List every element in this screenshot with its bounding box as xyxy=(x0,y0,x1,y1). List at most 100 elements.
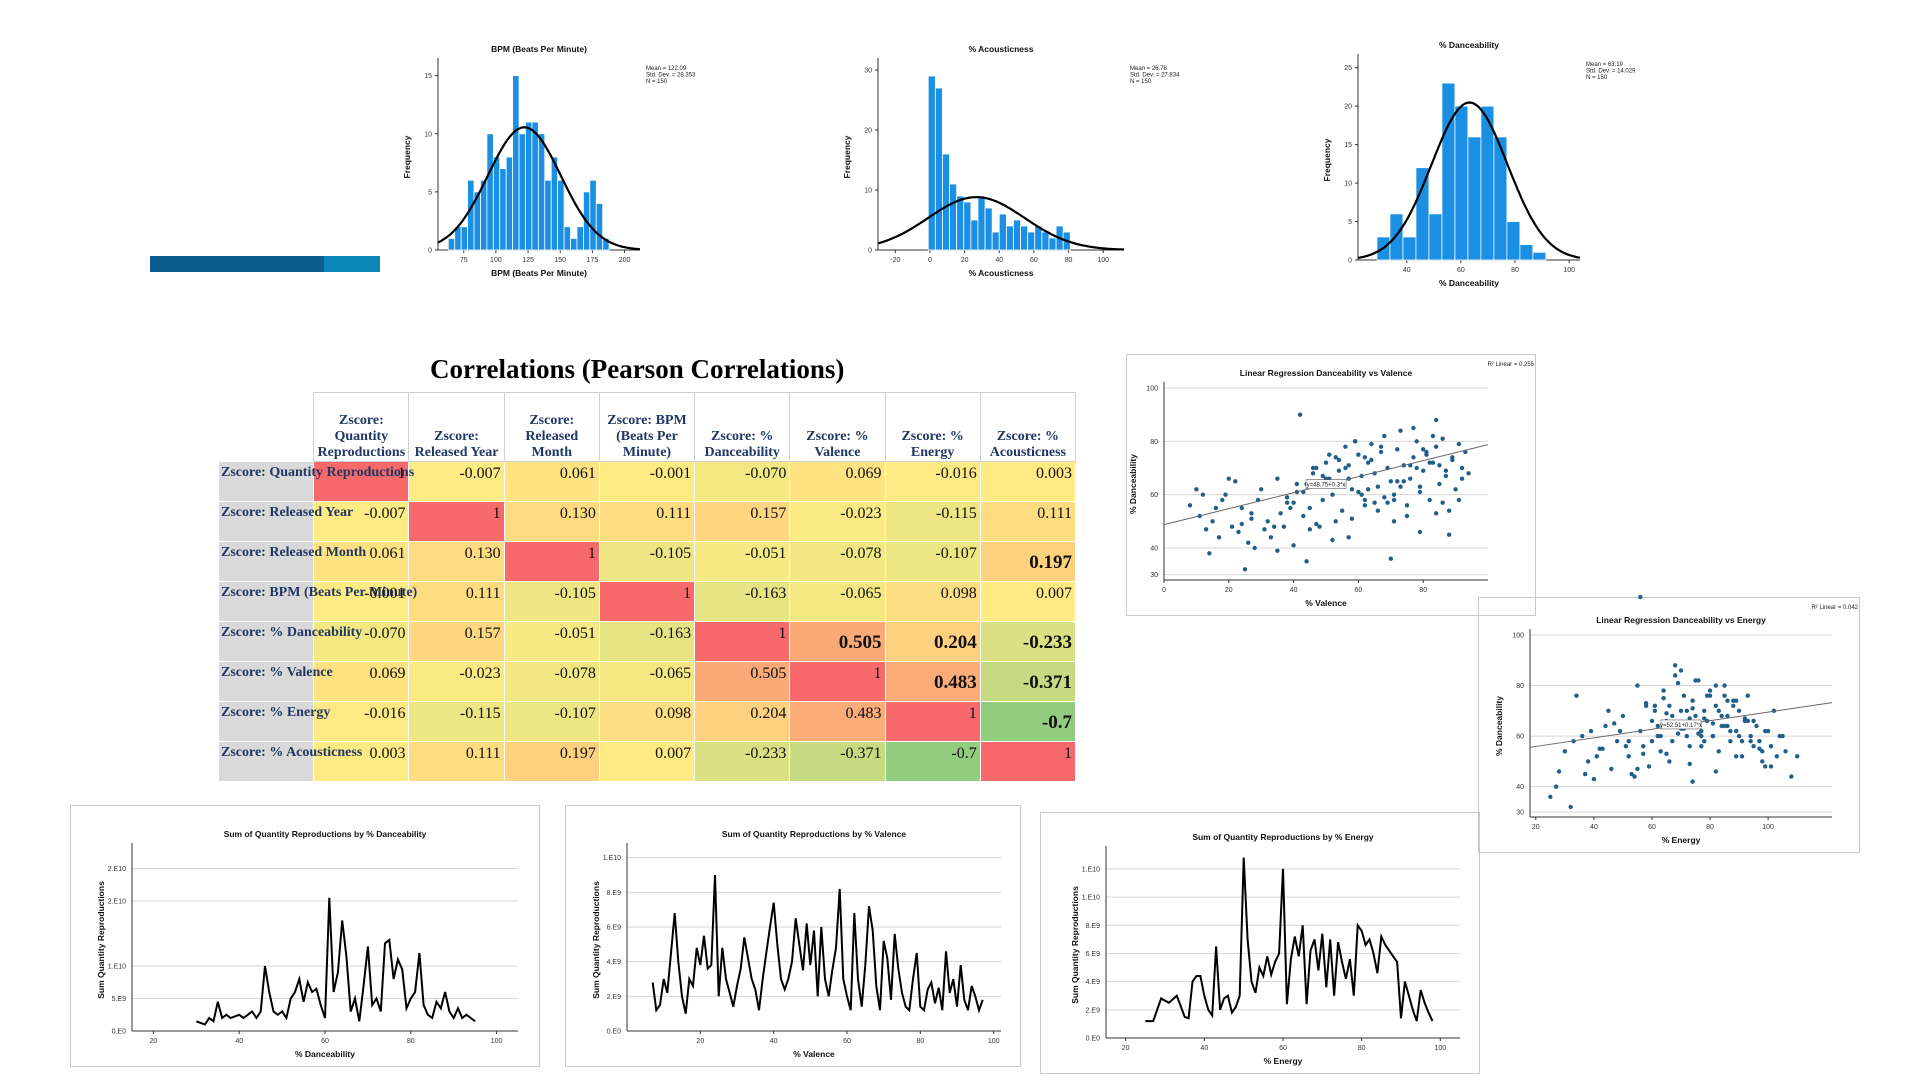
y-axis-label: Sum Quantity Reproductions xyxy=(1070,886,1080,1004)
scatter-point xyxy=(1281,524,1287,529)
scatter-point xyxy=(1417,489,1423,495)
histogram-bar xyxy=(447,237,456,251)
scatter-point xyxy=(1323,460,1329,465)
correlation-cell: 0.483 xyxy=(884,661,981,702)
histogram-bar xyxy=(942,153,950,251)
line-chart-by-valence: Sum of Quantity Reproductions by % Valen… xyxy=(565,805,1021,1067)
histogram-bar xyxy=(563,226,571,251)
series-line xyxy=(651,874,984,1014)
scatter-point xyxy=(1414,465,1419,471)
correlation-cell: 0.130 xyxy=(503,501,600,542)
scatter-point xyxy=(1314,465,1319,471)
x-tick-label: 20 xyxy=(1532,824,1540,831)
table-row: Zscore: % Danceability -0.070 0.157 -0.051-… xyxy=(217,621,1077,662)
scatter-point xyxy=(1336,457,1342,463)
scatter-point xyxy=(1433,417,1439,423)
scatter-point xyxy=(1294,481,1300,487)
scatter-point xyxy=(1603,723,1608,729)
histogram-bar xyxy=(991,231,1000,251)
chart-frame xyxy=(565,805,1021,1067)
stats-text: Mean = 26.78 xyxy=(1130,66,1168,72)
histogram-bar xyxy=(544,179,552,251)
scatter-point xyxy=(1702,708,1707,714)
line-chart-by-energy: Sum of Quantity Reproductions by % Energ… xyxy=(1040,812,1480,1074)
scatter-point xyxy=(1333,519,1338,524)
scatter-point xyxy=(1307,505,1312,511)
scatter-point xyxy=(1675,680,1681,686)
scatter-point xyxy=(1307,527,1312,532)
x-tick-label: 40 xyxy=(770,1038,778,1045)
y-tick-label: 5 xyxy=(1348,219,1352,226)
histogram-bar xyxy=(1428,213,1443,261)
scatter-point xyxy=(1783,749,1788,754)
scatter-point xyxy=(1768,764,1774,769)
x-tick-label: 20 xyxy=(1225,587,1233,594)
column-header: Zscore: Quantity Reproductions xyxy=(313,392,410,462)
scatter-point xyxy=(1275,548,1280,553)
x-tick-label: 0 xyxy=(928,257,932,264)
scatter-point xyxy=(1690,698,1695,703)
histogram-bar xyxy=(1048,237,1057,251)
x-axis-label: % Danceability xyxy=(1439,278,1499,288)
scatter-point xyxy=(1658,733,1663,739)
y-tick-label: 20 xyxy=(864,128,872,135)
correlation-cell: -0.233 xyxy=(694,741,791,782)
scatter-point xyxy=(1216,535,1222,540)
histogram-bar xyxy=(963,201,972,251)
scatter-point xyxy=(1346,463,1351,468)
scatter-point xyxy=(1226,476,1231,481)
correlation-cell: 0.130 xyxy=(408,541,505,582)
correlation-cell: -0.016 xyxy=(313,701,410,742)
correlation-cell: -0.233 xyxy=(979,621,1077,662)
scatter-point xyxy=(1763,728,1768,734)
stats-text: N = 150 xyxy=(1586,75,1608,81)
scatter-point xyxy=(1239,521,1244,527)
scatter-point xyxy=(1716,708,1721,714)
scatter-point xyxy=(1391,497,1397,503)
y-tick-label: 30 xyxy=(1516,809,1524,816)
x-tick-label: 100 xyxy=(1097,257,1109,264)
scatter-point xyxy=(1574,693,1579,698)
scatter-point xyxy=(1623,744,1629,749)
scatter-point xyxy=(1417,484,1423,489)
scatter-point xyxy=(1278,511,1283,516)
x-tick-label: 80 xyxy=(1511,267,1519,274)
correlation-cell: -0.065 xyxy=(598,661,696,702)
histogram-bar xyxy=(977,195,986,251)
chart-title: BPM (Beats Per Minute) xyxy=(491,44,587,54)
scatter-point xyxy=(1365,460,1371,465)
y-axis-label: Frequency xyxy=(402,135,412,178)
scatter-point xyxy=(1310,471,1316,476)
scatter-point xyxy=(1333,455,1338,460)
scatter-point xyxy=(1320,497,1325,503)
scatter-point xyxy=(1249,516,1254,521)
r-squared-label: R² Linear = 0.255 xyxy=(1487,362,1534,368)
histogram-bar xyxy=(1506,221,1521,261)
scatter-point xyxy=(1372,500,1377,505)
scatter-point xyxy=(1751,718,1756,724)
y-tick-label: 100 xyxy=(1512,633,1524,640)
histogram-bar xyxy=(531,121,539,251)
scatter-point xyxy=(1220,497,1225,503)
correlation-cell: 0.204 xyxy=(694,701,791,742)
correlation-cell: 1 xyxy=(979,741,1077,782)
chart-title: Linear Regression Danceability vs Energy xyxy=(1596,615,1766,625)
scatter-point xyxy=(1681,693,1687,698)
scatter-point xyxy=(1646,764,1652,769)
x-tick-label: 80 xyxy=(916,1038,924,1045)
table-row: Zscore: Released Month 0.061 0.130 1 -0.105-… xyxy=(217,541,1077,582)
scatter-point xyxy=(1401,479,1406,484)
scatter-point xyxy=(1356,452,1361,457)
accent-bar xyxy=(150,256,380,272)
scatter-point xyxy=(1678,708,1684,714)
x-tick-label: 20 xyxy=(961,257,969,264)
scatter-point xyxy=(1606,708,1611,714)
scatter-point xyxy=(1398,428,1403,433)
scatter-point xyxy=(1365,487,1371,492)
correlation-cell: 0.483 xyxy=(789,701,886,742)
y-axis-label: % Danceability xyxy=(1128,454,1138,514)
scatter-point xyxy=(1421,447,1426,452)
correlation-cell: 0.204 xyxy=(884,621,981,662)
scatter-point xyxy=(1395,479,1400,484)
table-row: Zscore: Released Year -0.007 1 0.130 0.111 0.… xyxy=(217,501,1077,542)
